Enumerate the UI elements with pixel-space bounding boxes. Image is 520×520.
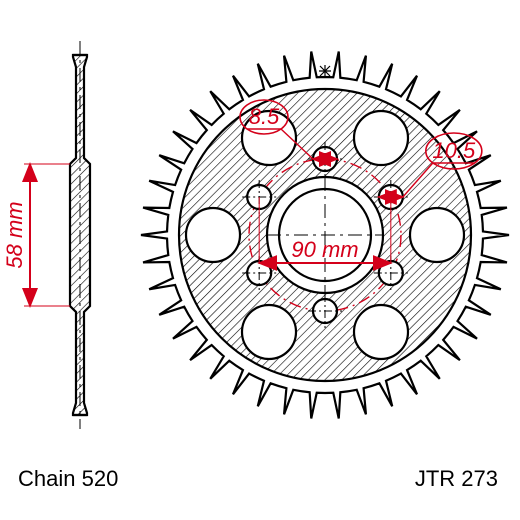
svg-text:58 mm: 58 mm <box>2 201 27 268</box>
svg-text:10.5: 10.5 <box>432 138 476 163</box>
drawing-canvas: { "part_number": "JTR 273", "chain_spec"… <box>0 0 520 520</box>
technical-drawing-svg: 58 mm 90 mm 10.5 8.5 <box>0 0 520 520</box>
chain-spec-label: Chain 520 <box>18 466 118 492</box>
part-number-label: JTR 273 <box>415 466 498 492</box>
svg-text:90 mm: 90 mm <box>291 237 358 262</box>
svg-text:8.5: 8.5 <box>249 104 280 129</box>
